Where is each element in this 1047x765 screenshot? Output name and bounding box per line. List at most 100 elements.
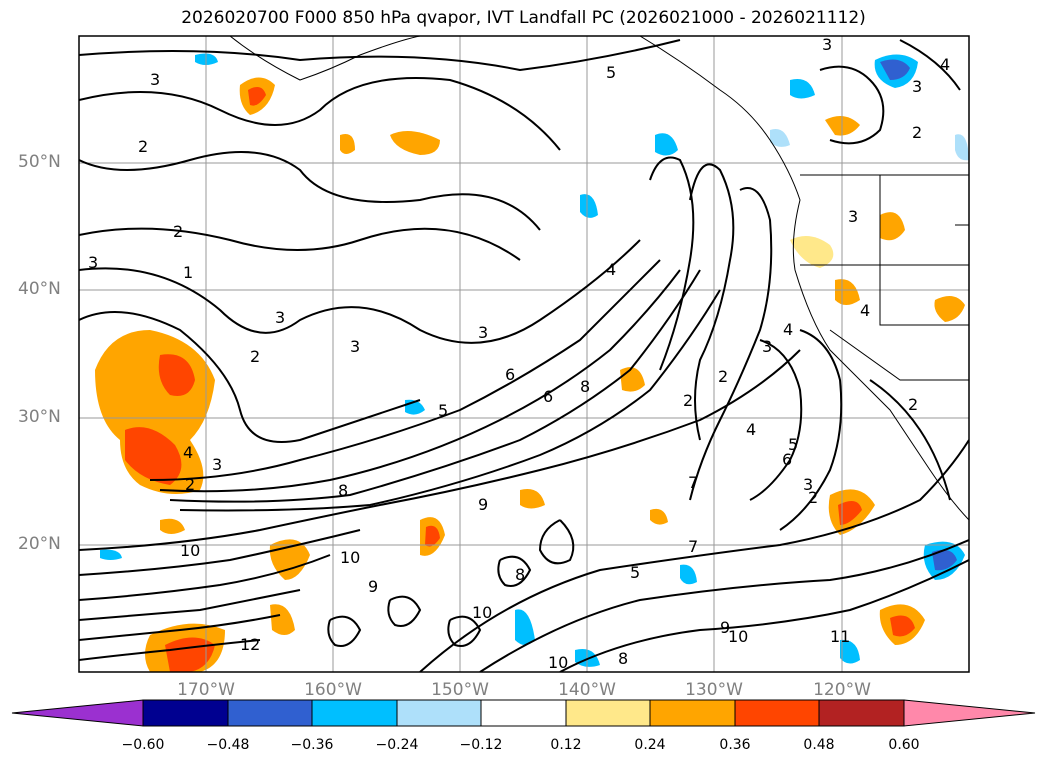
colorbar-tick-label: −0.60	[121, 737, 165, 753]
colorbar-extend-low	[11, 699, 144, 727]
lon-label-170w: 170°W	[177, 680, 235, 700]
contour-label: 8	[338, 481, 348, 500]
graticule	[79, 36, 969, 672]
positive-anomaly-patch	[880, 212, 905, 241]
lat-label-20n: 20°N	[18, 534, 61, 554]
colorbar-bin	[311, 699, 398, 727]
contour-label: 3	[478, 323, 488, 342]
contour-label: 10	[548, 653, 568, 672]
positive-anomaly-core	[890, 615, 915, 637]
colorbar-tick-label: −0.36	[290, 737, 334, 753]
contour-label: 2	[912, 123, 922, 142]
contour-label: 4	[746, 420, 756, 439]
negative-anomaly-patch	[790, 79, 815, 99]
colorbar-tick-label: −0.12	[459, 737, 503, 753]
map-title: 2026020700 F000 850 hPa qvapor, IVT Land…	[181, 8, 866, 28]
colorbar-bin	[818, 699, 905, 727]
colorbar-bin	[734, 699, 820, 727]
contour-label: 9	[478, 495, 488, 514]
contour-label: 2	[908, 395, 918, 414]
negative-anomaly-patch	[515, 609, 535, 645]
positive-anomaly-patch	[520, 489, 545, 509]
contour-label: 6	[543, 387, 553, 406]
contour-label: 4	[783, 320, 793, 339]
contour-label: 5	[630, 563, 640, 582]
contour-label: 8	[618, 649, 628, 668]
contour-label: 7	[688, 537, 698, 556]
negative-anomaly-patch	[655, 133, 678, 156]
contour-label: 3	[275, 308, 285, 327]
contour-label: 10	[180, 541, 200, 560]
contour-label: 3	[848, 207, 858, 226]
colorbar-bin	[565, 699, 651, 727]
contour-label: 4	[183, 443, 193, 462]
negative-anomaly-patch	[680, 564, 697, 585]
positive-anomaly-core	[248, 86, 266, 106]
contour-label: 2	[173, 222, 183, 241]
contour-label: 10	[340, 548, 360, 567]
contour-label: 2	[808, 488, 818, 507]
lon-label-120w: 120°W	[813, 680, 871, 700]
lon-label-140w: 140°W	[558, 680, 616, 700]
contour-label: 4	[860, 301, 870, 320]
contour-label: 2	[683, 391, 693, 410]
colorbar-tick-label: 0.48	[803, 737, 835, 753]
contour-label: 12	[240, 635, 260, 654]
positive-anomaly-patch	[340, 134, 355, 154]
contour-label: 11	[830, 627, 850, 646]
colorbar-bin	[396, 699, 482, 727]
contour-label: 6	[505, 365, 515, 384]
contour-label: 2	[185, 475, 195, 494]
lat-label-30n: 30°N	[18, 407, 61, 427]
contour-label: 3	[803, 475, 813, 494]
contour-label: 3	[150, 70, 160, 89]
contour-label: 3	[212, 455, 222, 474]
positive-anomaly-core	[838, 501, 862, 525]
positive-anomaly-core	[158, 354, 195, 396]
lon-label-150w: 150°W	[431, 680, 489, 700]
contour-label: 6	[782, 450, 792, 469]
contour-label: 4	[940, 55, 950, 74]
contour-label: 9	[720, 618, 730, 637]
contour-label: 3	[912, 77, 922, 96]
contour-label: 8	[515, 565, 525, 584]
contour-label: 7	[688, 473, 698, 492]
colorbar-tick-label: 0.24	[634, 737, 666, 753]
contour-label: 4	[606, 260, 616, 279]
contour-label: 9	[368, 577, 378, 596]
contour-label: 5	[438, 401, 448, 420]
colorbar-bin	[227, 699, 313, 727]
negative-anomaly-patch	[580, 194, 598, 218]
colorbar-bin	[649, 699, 736, 727]
ivt-contours	[79, 39, 969, 672]
coastlines	[229, 36, 969, 521]
contour-label: 10	[728, 627, 748, 646]
positive-anomaly-patch	[790, 236, 834, 268]
colorbar-extend-high	[903, 699, 1036, 727]
lon-label-160w: 160°W	[304, 680, 362, 700]
contour-label: 5	[606, 63, 616, 82]
lon-label-130w: 130°W	[685, 680, 743, 700]
positive-anomaly-patch	[620, 367, 645, 392]
positive-anomaly-patch	[160, 518, 185, 534]
colorbar-bin	[142, 699, 229, 727]
contour-label: 3	[350, 337, 360, 356]
map-frame	[78, 35, 970, 673]
contour-label: 8	[580, 377, 590, 396]
positive-anomaly-patch	[390, 131, 440, 155]
lat-label-50n: 50°N	[18, 152, 61, 172]
lat-label-40n: 40°N	[18, 279, 61, 299]
colorbar	[11, 699, 1036, 727]
contour-label: 10	[472, 603, 492, 622]
negative-anomaly-core	[932, 549, 957, 571]
positive-anomaly-core	[425, 525, 440, 547]
colorbar-tick-label: 0.12	[550, 737, 582, 753]
positive-anomaly-patch	[934, 296, 965, 322]
negative-anomaly-patch	[955, 134, 969, 161]
colorbar-tick-label: 0.36	[719, 737, 751, 753]
positive-anomaly-patch	[270, 604, 295, 635]
contour-label: 3	[822, 35, 832, 54]
positive-anomaly-core	[125, 427, 182, 485]
contour-label: 3	[88, 253, 98, 272]
